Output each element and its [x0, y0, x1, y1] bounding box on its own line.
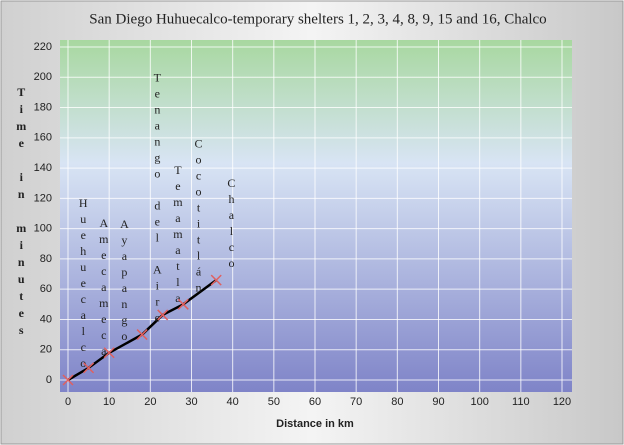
y-tick-label: 120 [34, 192, 52, 204]
point-label: Chalco [224, 176, 238, 272]
point-label: Cocotitlán [192, 136, 206, 296]
x-axis-label: Distance in km [276, 418, 354, 430]
point-label: Huehuecalco [76, 196, 90, 372]
x-tick-label: 20 [144, 396, 156, 408]
point-label: Amecameca [97, 216, 111, 360]
x-tick-label: 40 [227, 396, 239, 408]
y-tick-label: 100 [34, 223, 52, 235]
point-label: Ayapango [117, 217, 131, 345]
y-tick-label: 160 [34, 132, 52, 144]
x-tick-label: 30 [185, 396, 197, 408]
y-tick-label: 80 [40, 253, 52, 265]
x-tick-label: 0 [65, 396, 71, 408]
point-marker [62, 374, 74, 386]
x-tick-label: 50 [268, 396, 280, 408]
x-tick-label: 110 [512, 396, 530, 408]
y-tick-label: 140 [34, 162, 52, 174]
y-tick-label: 60 [40, 283, 52, 295]
x-tick-label: 10 [103, 396, 115, 408]
y-tick-label: 200 [34, 71, 52, 83]
plot-area [60, 40, 572, 392]
point-marker [210, 274, 222, 286]
point-marker [103, 347, 115, 359]
y-axis-label: Time in minutes [14, 85, 28, 340]
y-tick-label: 220 [34, 41, 52, 53]
point-marker [136, 329, 148, 341]
y-tick-label: 20 [40, 344, 52, 356]
point-marker [177, 298, 189, 310]
x-tick-label: 90 [432, 396, 444, 408]
y-tick-label: 180 [34, 101, 52, 113]
y-tick-label: 40 [40, 313, 52, 325]
y-tick-label: 0 [46, 374, 52, 386]
point-label: Tenango del Aire [150, 71, 164, 327]
x-tick-label: 80 [391, 396, 403, 408]
x-tick-label: 70 [350, 396, 362, 408]
x-tick-label: 100 [470, 396, 488, 408]
point-marker [157, 309, 169, 321]
point-marker [83, 362, 95, 374]
chart-title: San Diego Huhuecalco-temporary shelters … [89, 11, 546, 27]
point-label: Temamatla [171, 163, 185, 307]
x-tick-label: 60 [309, 396, 321, 408]
x-tick-label: 120 [553, 396, 571, 408]
